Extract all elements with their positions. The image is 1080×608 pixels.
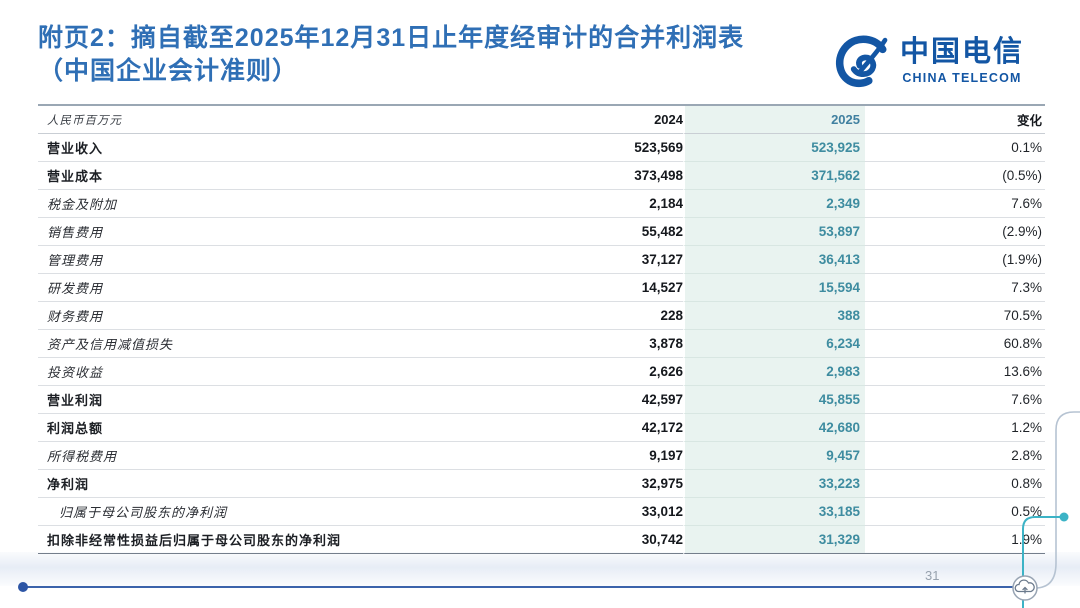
table-row: 扣除非经常性损益后归属于母公司股东的净利润 30,742 31,329 1.9% xyxy=(38,526,1045,554)
value-2024: 3,878 xyxy=(523,330,683,358)
title-line-1: 附页2：摘自截至2025年12月31日止年度经审计的合并利润表 xyxy=(38,24,745,52)
teal-dot xyxy=(1059,512,1069,522)
value-2025: 33,185 xyxy=(683,498,865,526)
value-change: (0.5%) xyxy=(865,162,1045,190)
unit-label: 人民币百万元 xyxy=(38,106,523,134)
value-2025: 15,594 xyxy=(683,274,865,302)
value-2024: 42,172 xyxy=(523,414,683,442)
value-change: 1.2% xyxy=(865,414,1045,442)
value-change: 0.5% xyxy=(865,498,1045,526)
value-2024: 523,569 xyxy=(523,134,683,162)
value-change: 70.5% xyxy=(865,302,1045,330)
value-2024: 42,597 xyxy=(523,386,683,414)
value-2024: 2,626 xyxy=(523,358,683,386)
title-line-2: （中国企业会计准则） xyxy=(38,56,299,85)
logo-text: 中国电信 CHINA TELECOM xyxy=(899,36,1024,85)
footer-accent-dot xyxy=(18,582,28,592)
value-change: 7.6% xyxy=(865,190,1045,218)
table-row: 投资收益 2,626 2,983 13.6% xyxy=(38,358,1045,386)
table-header-row: 人民币百万元 2024 2025 变化 xyxy=(38,106,1045,134)
value-2025: 6,234 xyxy=(683,330,865,358)
table-row: 税金及附加 2,184 2,349 7.6% xyxy=(38,190,1045,218)
column-header-2024: 2024 xyxy=(523,106,683,134)
value-2024: 55,482 xyxy=(523,218,683,246)
value-2025: 31,329 xyxy=(683,526,865,554)
cloud-upload-icon[interactable] xyxy=(1012,575,1038,601)
table-row: 归属于母公司股东的净利润 33,012 33,185 0.5% xyxy=(38,498,1045,526)
table-row: 资产及信用减值损失 3,878 6,234 60.8% xyxy=(38,330,1045,358)
value-change: 13.6% xyxy=(865,358,1045,386)
row-label: 研发费用 xyxy=(38,274,523,302)
row-label: 资产及信用减值损失 xyxy=(38,330,523,358)
table-row: 净利润 32,975 33,223 0.8% xyxy=(38,470,1045,498)
value-2024: 33,012 xyxy=(523,498,683,526)
row-label: 管理费用 xyxy=(38,246,523,274)
income-statement-table: 人民币百万元 2024 2025 变化 营业收入 523,569 523,925 0.… xyxy=(38,104,1045,554)
value-change: 2.8% xyxy=(865,442,1045,470)
table-row: 所得税费用 9,197 9,457 2.8% xyxy=(38,442,1045,470)
value-2024: 37,127 xyxy=(523,246,683,274)
value-2025: 45,855 xyxy=(683,386,865,414)
table-row: 利润总额 42,172 42,680 1.2% xyxy=(38,414,1045,442)
row-label: 扣除非经常性损益后归属于母公司股东的净利润 xyxy=(38,526,523,554)
row-label: 所得税费用 xyxy=(38,442,523,470)
value-change: (1.9%) xyxy=(865,246,1045,274)
row-label: 税金及附加 xyxy=(38,190,523,218)
bottom-gradient-band xyxy=(0,552,1080,586)
column-header-2025: 2025 xyxy=(683,106,865,134)
table-row: 营业收入 523,569 523,925 0.1% xyxy=(38,134,1045,162)
row-label: 财务费用 xyxy=(38,302,523,330)
value-change: 60.8% xyxy=(865,330,1045,358)
value-2025: 42,680 xyxy=(683,414,865,442)
logo-name-cn: 中国电信 xyxy=(899,36,1024,69)
value-2025: 2,349 xyxy=(683,190,865,218)
row-label: 归属于母公司股东的净利润 xyxy=(38,498,523,526)
china-telecom-logo-icon xyxy=(835,35,888,88)
value-2025: 9,457 xyxy=(683,442,865,470)
value-2025: 53,897 xyxy=(683,218,865,246)
page-number: 31 xyxy=(925,568,940,583)
value-2025: 2,983 xyxy=(683,358,865,386)
row-label: 销售费用 xyxy=(38,218,523,246)
table-row: 研发费用 14,527 15,594 7.3% xyxy=(38,274,1045,302)
row-label: 净利润 xyxy=(38,470,523,498)
row-label: 营业收入 xyxy=(38,134,523,162)
china-telecom-logo: 中国电信 CHINA TELECOM xyxy=(834,32,1024,90)
table-row: 营业利润 42,597 45,855 7.6% xyxy=(38,386,1045,414)
table-row: 销售费用 55,482 53,897 (2.9%) xyxy=(38,218,1045,246)
income-table-body: 营业收入 523,569 523,925 0.1% 营业成本 373,498 371,562… xyxy=(38,134,1045,554)
value-2024: 373,498 xyxy=(523,162,683,190)
value-change: (2.9%) xyxy=(865,218,1045,246)
row-label: 营业利润 xyxy=(38,386,523,414)
value-2024: 14,527 xyxy=(523,274,683,302)
value-2025: 523,925 xyxy=(683,134,865,162)
value-2024: 2,184 xyxy=(523,190,683,218)
logo-name-en: CHINA TELECOM xyxy=(902,70,1022,85)
footer-accent-line xyxy=(23,586,1013,588)
value-change: 7.6% xyxy=(865,386,1045,414)
value-2024: 30,742 xyxy=(523,526,683,554)
row-label: 营业成本 xyxy=(38,162,523,190)
table-row: 管理费用 37,127 36,413 (1.9%) xyxy=(38,246,1045,274)
page-title: 附页2：摘自截至2025年12月31日止年度经审计的合并利润表 （中国企业会计准… xyxy=(38,22,818,87)
value-change: 0.8% xyxy=(865,470,1045,498)
value-2024: 9,197 xyxy=(523,442,683,470)
value-change: 0.1% xyxy=(865,134,1045,162)
table-row: 财务费用 228 388 70.5% xyxy=(38,302,1045,330)
column-header-change: 变化 xyxy=(865,106,1045,134)
value-2025: 33,223 xyxy=(683,470,865,498)
value-change: 7.3% xyxy=(865,274,1045,302)
value-2025: 36,413 xyxy=(683,246,865,274)
value-2024: 32,975 xyxy=(523,470,683,498)
table-row: 营业成本 373,498 371,562 (0.5%) xyxy=(38,162,1045,190)
value-2025: 388 xyxy=(683,302,865,330)
value-2025: 371,562 xyxy=(683,162,865,190)
value-change: 1.9% xyxy=(865,526,1045,554)
value-2024: 228 xyxy=(523,302,683,330)
row-label: 投资收益 xyxy=(38,358,523,386)
row-label: 利润总额 xyxy=(38,414,523,442)
